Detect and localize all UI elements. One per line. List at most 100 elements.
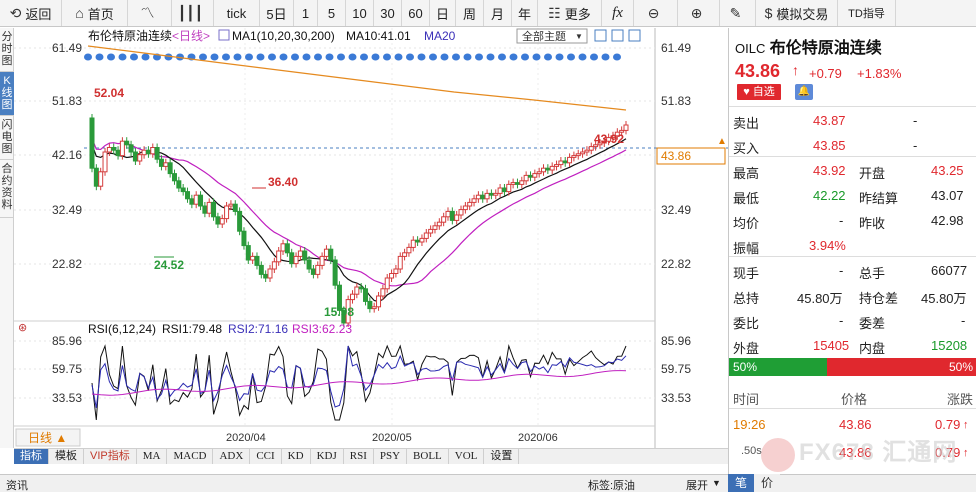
layout-icon-2[interactable]: [611, 29, 624, 42]
event-marker[interactable]: [130, 53, 138, 61]
event-marker[interactable]: [302, 53, 311, 61]
td-indicator-button[interactable]: TD指导: [838, 0, 896, 26]
mock-trade-button[interactable]: $ 模拟交易: [756, 0, 838, 26]
event-marker[interactable]: [601, 53, 610, 61]
event-marker[interactable]: [567, 53, 575, 61]
event-marker[interactable]: [440, 53, 449, 61]
event-marker[interactable]: [417, 53, 426, 61]
period-select-button[interactable]: [15, 428, 81, 447]
event-marker[interactable]: [521, 53, 529, 61]
event-marker[interactable]: [555, 53, 564, 61]
event-marker[interactable]: [118, 53, 127, 61]
event-marker[interactable]: [256, 53, 265, 61]
period-5m[interactable]: 5: [318, 0, 346, 26]
draw-button[interactable]: ✎: [720, 0, 756, 26]
candle-body: [284, 243, 290, 254]
alert-button[interactable]: 🔔: [795, 84, 813, 100]
tab-timeshare[interactable]: 分时图: [0, 28, 14, 72]
event-markers[interactable]: [84, 53, 621, 61]
event-marker[interactable]: [210, 53, 219, 61]
add-watchlist-button[interactable]: ♥ 自选: [737, 84, 781, 100]
indicator-psy[interactable]: PSY: [374, 449, 408, 464]
event-marker[interactable]: [291, 53, 299, 61]
indicator-vol[interactable]: VOL: [449, 449, 485, 464]
indicator-cci[interactable]: CCI: [250, 449, 282, 464]
event-marker[interactable]: [337, 53, 345, 61]
event-marker[interactable]: [325, 53, 334, 61]
event-marker[interactable]: [406, 53, 414, 61]
event-marker[interactable]: [107, 53, 115, 61]
event-marker[interactable]: [509, 53, 518, 61]
event-marker[interactable]: [371, 53, 380, 61]
ma-label: MA1(10,20,30,200): [232, 29, 335, 43]
event-marker[interactable]: [268, 53, 276, 61]
y-tick-22: 22.82: [52, 257, 82, 271]
indicator-settings[interactable]: 设置: [484, 449, 520, 464]
period-week[interactable]: 周: [456, 0, 484, 26]
event-marker[interactable]: [486, 53, 495, 61]
more-button[interactable]: ☷ 更多: [538, 0, 602, 26]
event-marker[interactable]: [532, 53, 541, 61]
indicator-kd[interactable]: KD: [282, 449, 311, 464]
back-button[interactable]: ⟲ 返回: [0, 0, 62, 26]
event-marker[interactable]: [394, 53, 403, 61]
tab-trades[interactable]: 笔: [728, 474, 754, 492]
event-marker[interactable]: [429, 53, 437, 61]
event-marker[interactable]: [544, 53, 552, 61]
crosshair-icon[interactable]: ⊛: [18, 322, 27, 334]
event-marker[interactable]: [95, 53, 104, 61]
tab-indicators[interactable]: 指标: [14, 449, 49, 464]
indicator-adx[interactable]: ADX: [213, 449, 251, 464]
indicator-kdj[interactable]: KDJ: [311, 449, 344, 464]
tab-contract-info[interactable]: 合约资料: [0, 160, 14, 218]
home-button[interactable]: ⌂ 首页: [62, 0, 128, 26]
indicator-boll[interactable]: BOLL: [407, 449, 449, 464]
event-marker[interactable]: [360, 53, 368, 61]
layout-icon-3[interactable]: [628, 29, 641, 42]
event-marker[interactable]: [141, 53, 150, 61]
event-marker[interactable]: [590, 53, 598, 61]
period-month[interactable]: 月: [484, 0, 512, 26]
tab-templates[interactable]: 模板: [49, 449, 84, 464]
period-5d[interactable]: 5日: [260, 0, 294, 26]
tick-button[interactable]: tick: [214, 0, 260, 26]
event-marker[interactable]: [314, 53, 322, 61]
layout-icon-1[interactable]: [594, 29, 607, 42]
line-chart-button[interactable]: 〽: [128, 0, 172, 26]
zoom-in-button[interactable]: ⊕: [678, 0, 720, 26]
news-link[interactable]: 资讯: [6, 480, 28, 492]
formula-button[interactable]: fx: [602, 0, 634, 26]
event-marker[interactable]: [245, 53, 253, 61]
event-marker[interactable]: [199, 53, 207, 61]
indicator-macd[interactable]: MACD: [167, 449, 214, 464]
kline-chart-button[interactable]: ┃┃┃: [172, 0, 214, 26]
tab-flash[interactable]: 闪电图: [0, 116, 14, 160]
event-marker[interactable]: [279, 53, 288, 61]
period-1m[interactable]: 1: [294, 0, 318, 26]
expand-button[interactable]: 展开: [686, 480, 708, 492]
event-marker[interactable]: [452, 53, 460, 61]
event-marker[interactable]: [383, 53, 391, 61]
indicator-ma[interactable]: MA: [137, 449, 168, 464]
indicator-rsi[interactable]: RSI: [344, 449, 374, 464]
tab-vip-indicators[interactable]: VIP指标: [84, 449, 137, 464]
tab-price[interactable]: 价: [754, 474, 780, 492]
event-marker[interactable]: [578, 53, 587, 61]
event-marker[interactable]: [475, 53, 483, 61]
theme-button[interactable]: [516, 28, 588, 44]
tab-kline[interactable]: K线图: [0, 72, 14, 116]
event-marker[interactable]: [222, 53, 230, 61]
period-year[interactable]: 年: [512, 0, 538, 26]
kline-chart[interactable]: 61.49 51.83 42.16 32.49 22.82 61.49 51.8…: [14, 28, 728, 448]
event-marker[interactable]: [613, 53, 621, 61]
event-marker[interactable]: [348, 53, 357, 61]
period-60m[interactable]: 60: [402, 0, 430, 26]
zoom-out-button[interactable]: ⊖: [634, 0, 678, 26]
period-30m[interactable]: 30: [374, 0, 402, 26]
event-marker[interactable]: [233, 53, 242, 61]
period-day[interactable]: 日: [430, 0, 456, 26]
period-10m[interactable]: 10: [346, 0, 374, 26]
event-marker[interactable]: [84, 53, 92, 61]
event-marker[interactable]: [463, 53, 472, 61]
event-marker[interactable]: [498, 53, 506, 61]
